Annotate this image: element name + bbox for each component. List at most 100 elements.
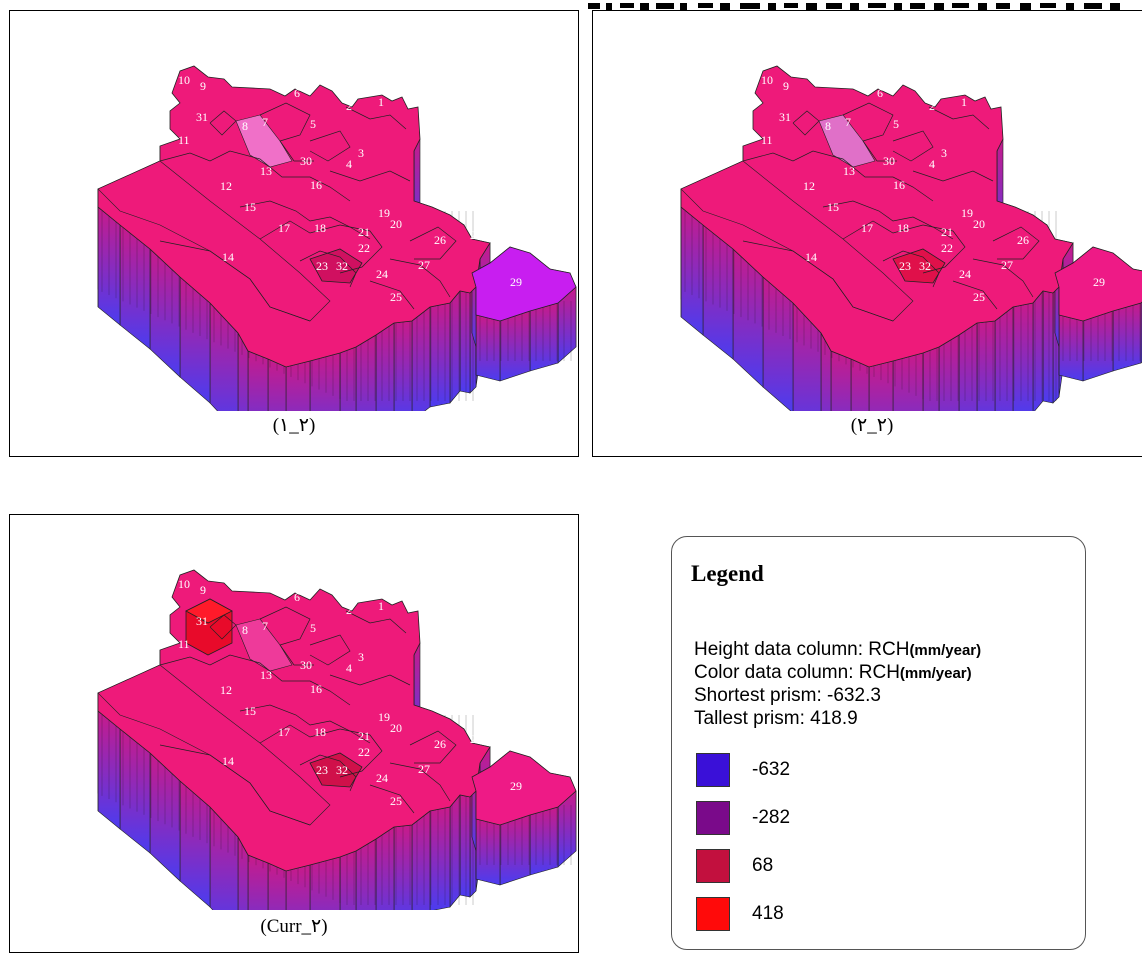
zone-label-3: 3 <box>941 146 947 160</box>
zone-label-29: 29 <box>1093 275 1105 289</box>
zone-label-30: 30 <box>300 658 312 672</box>
legend-tallest: Tallest prism: 418.9 <box>694 708 858 729</box>
zone-label-5: 5 <box>310 621 316 635</box>
zone-label-1: 1 <box>378 599 384 613</box>
zone-label-16: 16 <box>310 178 322 192</box>
zone-label-21: 21 <box>941 225 953 239</box>
zone-label-4: 4 <box>929 157 935 171</box>
zone-29-surface <box>471 246 577 322</box>
zone-label-14: 14 <box>222 754 234 768</box>
zone-label-15: 15 <box>827 200 839 214</box>
zone-label-32: 32 <box>336 259 348 273</box>
zone-label-16: 16 <box>310 682 322 696</box>
zone-label-16: 16 <box>893 178 905 192</box>
legend-height-column: Height data column: RCH(mm/year) <box>694 639 982 660</box>
panel-caption-1: (۱_۲) <box>272 415 316 436</box>
zone-label-18: 18 <box>314 221 326 235</box>
legend-swatch-4 <box>696 897 730 931</box>
zone-label-18: 18 <box>897 221 909 235</box>
zone-label-31: 31 <box>779 110 791 124</box>
zone-label-7: 7 <box>845 115 851 129</box>
legend-shortest: Shortest prism: -632.3 <box>694 685 881 706</box>
zone-label-26: 26 <box>434 737 446 751</box>
legend-color-column: Color data column: RCH(mm/year) <box>694 662 972 683</box>
legend-label-2: -282 <box>752 807 791 828</box>
zone-label-15: 15 <box>244 704 256 718</box>
zone-label-28: 28 <box>470 732 482 746</box>
map-panel-2: 10 9 6 2 1 31 8 7 5 11 3 30 4 13 12 16 15 19 20 17 18 21 26 22 2… <box>592 10 1142 457</box>
legend-title: Legend <box>691 561 764 586</box>
zone-label-27: 27 <box>418 762 430 776</box>
zone-label-25: 25 <box>390 794 402 808</box>
zone-label-21: 21 <box>358 729 370 743</box>
legend-swatch-2 <box>696 801 730 835</box>
zone-label-28: 28 <box>470 228 482 242</box>
zone-label-22: 22 <box>941 241 953 255</box>
zone-label-23: 23 <box>316 259 328 273</box>
map-panel-1: 10 9 6 2 1 31 8 7 5 11 3 30 4 13 12 16 15 19 20 17 18 21 26 28 2… <box>9 10 579 457</box>
zone-label-10: 10 <box>761 73 773 87</box>
zone-label-13: 13 <box>260 668 272 682</box>
zone-label-4: 4 <box>346 157 352 171</box>
zone-label-26: 26 <box>434 233 446 247</box>
zone-label-15: 15 <box>244 200 256 214</box>
zone-label-3: 3 <box>358 146 364 160</box>
zone-label-2: 2 <box>346 603 352 617</box>
zone-label-4: 4 <box>346 661 352 675</box>
zone-label-6: 6 <box>294 590 300 604</box>
zone-label-19: 19 <box>961 206 973 220</box>
zone-label-30: 30 <box>883 154 895 168</box>
zone-label-12: 12 <box>803 179 815 193</box>
zone-label-27: 27 <box>1001 258 1013 272</box>
legend-label-1: -632 <box>752 759 791 780</box>
zone-label-5: 5 <box>310 117 316 131</box>
zone-label-17: 17 <box>278 221 290 235</box>
zone-label-6: 6 <box>294 86 300 100</box>
zone-label-19: 19 <box>378 206 390 220</box>
zone-label-11: 11 <box>178 133 190 147</box>
legend-swatch-1 <box>696 753 730 787</box>
cropped-header-text <box>588 3 1120 10</box>
zone-label-22: 22 <box>358 745 370 759</box>
zone-label-20: 20 <box>390 721 402 735</box>
zone-label-20: 20 <box>973 217 985 231</box>
zone-label-9: 9 <box>200 583 206 597</box>
panel-caption-3: (Curr_۲) <box>260 916 328 937</box>
zone-label-8: 8 <box>242 623 248 637</box>
legend-label-3: 68 <box>752 855 774 876</box>
zone-label-25: 25 <box>390 290 402 304</box>
prism-top-surface <box>97 65 491 368</box>
zone-label-19: 19 <box>378 710 390 724</box>
legend-label-4: 418 <box>752 903 784 924</box>
zone-label-14: 14 <box>805 250 817 264</box>
zone-label-7: 7 <box>262 619 268 633</box>
zone-31-top <box>185 598 233 624</box>
legend-box: Legend Height data column: RCH(mm/year) … <box>671 536 1086 950</box>
zone-label-21: 21 <box>358 225 370 239</box>
zone-label-30: 30 <box>300 154 312 168</box>
zone-label-5: 5 <box>893 117 899 131</box>
zone-label-23: 23 <box>316 763 328 777</box>
zone-label-2: 2 <box>346 99 352 113</box>
zone-label-23: 23 <box>899 259 911 273</box>
map-panel-3: 10 9 6 2 1 31 8 7 5 11 3 30 4 13 12 16 15 19 20 17 18 21 26 28 2… <box>9 514 579 953</box>
zone-label-29: 29 <box>510 779 522 793</box>
zone-label-27: 27 <box>418 258 430 272</box>
zone-label-9: 9 <box>783 79 789 93</box>
zone-label-1: 1 <box>961 95 967 109</box>
zone-label-26: 26 <box>1017 233 1029 247</box>
zone-label-25: 25 <box>973 290 985 304</box>
zone-label-24: 24 <box>959 267 971 281</box>
cropped-top-strip <box>580 0 1142 10</box>
zone-label-12: 12 <box>220 179 232 193</box>
zone-label-13: 13 <box>843 164 855 178</box>
zone-label-3: 3 <box>358 650 364 664</box>
zone-label-13: 13 <box>260 164 272 178</box>
